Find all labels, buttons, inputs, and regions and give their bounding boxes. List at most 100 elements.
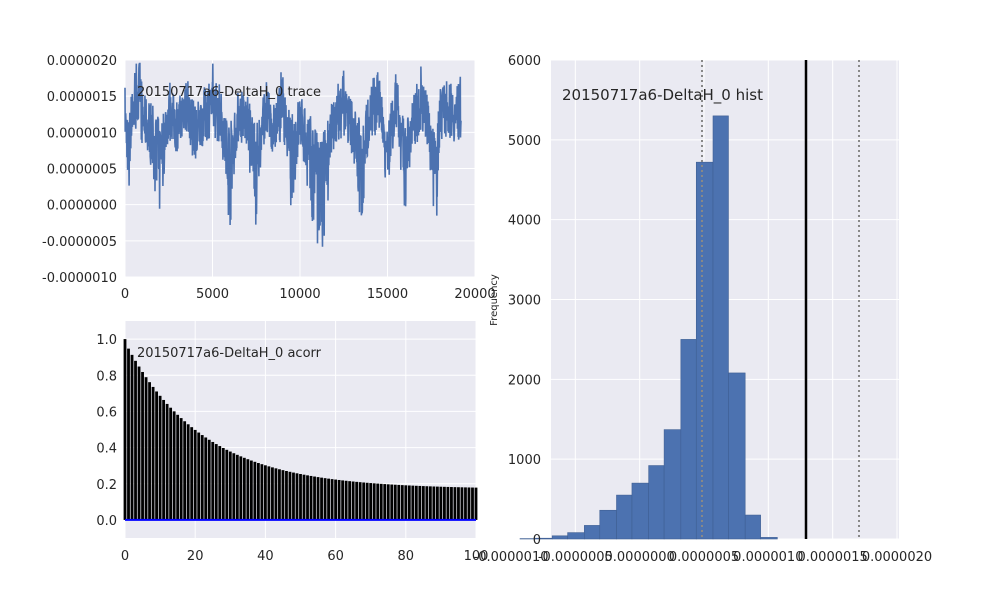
acorr-bar <box>362 482 366 520</box>
acorr-x-tick-label: 0 <box>121 549 129 564</box>
acorr-bar <box>460 487 464 520</box>
acorr-bar <box>211 441 215 520</box>
acorr-x-tick-label: 80 <box>398 549 415 564</box>
acorr-bar <box>239 456 243 520</box>
acorr-bar <box>348 481 352 520</box>
hist-y-tick-label: 1000 <box>508 453 541 468</box>
acorr-bar <box>390 484 394 520</box>
acorr-bar <box>369 483 373 520</box>
acorr-bar <box>306 475 309 520</box>
acorr-bar <box>242 457 246 520</box>
acorr-bar <box>155 391 158 520</box>
acorr-bar <box>309 475 313 520</box>
acorr-bar <box>193 429 197 520</box>
acorr-y-tick-label: 0.8 <box>96 369 117 384</box>
hist-x-tick-label: -0.0000010 <box>474 550 549 565</box>
hist-bar <box>744 514 761 540</box>
acorr-bar <box>172 411 176 520</box>
acorr-bar <box>278 469 281 520</box>
acorr-bar <box>137 366 141 520</box>
acorr-y-tick-label: 0.4 <box>96 442 117 457</box>
acorr-bar <box>400 485 404 520</box>
trace-line <box>124 62 462 247</box>
acorr-bar <box>225 449 229 520</box>
acorr-subplot: 20150717a6-DeltaH_0 acorr 0.00.20.40.60.… <box>96 321 488 564</box>
acorr-bar <box>432 486 436 520</box>
hist-bar <box>663 429 682 540</box>
acorr-y-tick-labels: 0.0 0.2 0.4 0.6 0.8 1.0 <box>96 333 117 529</box>
hist-y-axis-label: Frequency <box>489 274 500 326</box>
trace-title: 20150717a6-DeltaH_0 trace <box>137 85 321 100</box>
acorr-bar <box>299 474 302 520</box>
acorr-bar <box>337 479 341 520</box>
acorr-bar <box>249 460 253 520</box>
hist-x-tick-label: 0.0000000 <box>605 550 675 565</box>
trace-x-tick-label: 15000 <box>367 287 408 302</box>
trace-y-tick-label: 0.0000015 <box>47 90 117 105</box>
acorr-x-tick-label: 60 <box>327 549 344 564</box>
hist-vlines-group <box>701 60 860 539</box>
acorr-bar <box>197 432 201 520</box>
acorr-bar <box>123 339 127 520</box>
acorr-bar <box>256 463 260 520</box>
acorr-bar <box>421 486 425 520</box>
hist-bar <box>599 509 617 540</box>
acorr-bar <box>457 487 460 520</box>
trace-line-group <box>124 62 462 247</box>
acorr-bar <box>397 484 401 520</box>
trace-x-tick-label: 0 <box>121 287 129 302</box>
trace-y-tick-label: -0.0000005 <box>42 235 117 250</box>
hist-bar <box>631 482 649 540</box>
acorr-bar <box>327 478 330 520</box>
acorr-bars-group <box>123 339 478 521</box>
acorr-bar <box>414 485 418 520</box>
acorr-bar <box>464 487 467 520</box>
acorr-bar <box>313 476 316 520</box>
acorr-bar <box>383 484 387 520</box>
trace-x-tick-label: 5000 <box>196 287 229 302</box>
acorr-bar <box>292 472 295 520</box>
acorr-bar <box>288 471 292 520</box>
hist-bar <box>584 525 601 540</box>
acorr-bar <box>207 439 211 520</box>
acorr-bar <box>285 470 288 520</box>
acorr-bar <box>351 481 355 520</box>
trace-y-tick-label: 0.0000005 <box>47 163 117 178</box>
acorr-y-tick-label: 1.0 <box>96 333 117 348</box>
acorr-bar <box>323 478 327 520</box>
hist-y-tick-label: 5000 <box>508 134 541 149</box>
acorr-title: 20150717a6-DeltaH_0 acorr <box>137 346 322 361</box>
hist-subplot: 20150717a6-DeltaH_0 hist Frequency 0 1000… <box>474 54 933 565</box>
hist-bar <box>760 537 778 540</box>
acorr-bar <box>435 486 439 520</box>
hist-bar <box>728 372 746 540</box>
hist-bar <box>567 532 585 540</box>
acorr-bar <box>221 447 225 520</box>
acorr-bar <box>151 386 155 520</box>
acorr-bar <box>302 474 306 520</box>
acorr-bar <box>386 484 390 520</box>
acorr-bar <box>253 461 257 520</box>
acorr-bar <box>232 453 236 520</box>
trace-y-tick-label: 0.0000020 <box>47 54 117 69</box>
acorr-bar <box>379 483 383 520</box>
acorr-bar <box>165 403 169 520</box>
acorr-bar <box>316 477 320 520</box>
acorr-bar <box>158 395 162 520</box>
acorr-bar <box>214 444 218 520</box>
acorr-bar <box>263 465 267 520</box>
acorr-bar <box>446 486 450 520</box>
hist-x-tick-label: 0.0000005 <box>669 550 739 565</box>
acorr-x-tick-label: 100 <box>464 549 489 564</box>
acorr-y-tick-label: 0.2 <box>96 478 117 493</box>
hist-x-tick-label: 0.0000015 <box>798 550 868 565</box>
acorr-bar <box>330 479 334 520</box>
trace-x-tick-label: 10000 <box>279 287 320 302</box>
acorr-bar <box>334 479 338 520</box>
acorr-bar <box>148 382 151 520</box>
trace-y-tick-label: 0.0000010 <box>47 126 117 141</box>
acorr-bar <box>439 486 443 520</box>
acorr-bar <box>218 446 222 520</box>
acorr-bar <box>372 483 376 520</box>
